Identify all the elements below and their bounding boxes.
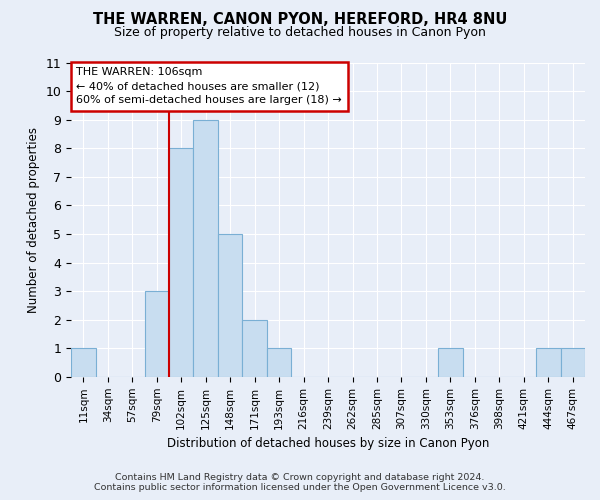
Bar [169, 148, 193, 377]
Bar [145, 291, 169, 377]
Bar [560, 348, 585, 377]
Bar [71, 348, 95, 377]
Text: Contains HM Land Registry data © Crown copyright and database right 2024.
Contai: Contains HM Land Registry data © Crown c… [94, 473, 506, 492]
Bar [267, 348, 292, 377]
Text: Size of property relative to detached houses in Canon Pyon: Size of property relative to detached ho… [114, 26, 486, 39]
Text: THE WARREN: 106sqm
← 40% of detached houses are smaller (12)
60% of semi-detache: THE WARREN: 106sqm ← 40% of detached hou… [76, 67, 342, 105]
Y-axis label: Number of detached properties: Number of detached properties [27, 126, 40, 312]
X-axis label: Distribution of detached houses by size in Canon Pyon: Distribution of detached houses by size … [167, 437, 489, 450]
Bar [438, 348, 463, 377]
Bar [536, 348, 560, 377]
Text: THE WARREN, CANON PYON, HEREFORD, HR4 8NU: THE WARREN, CANON PYON, HEREFORD, HR4 8N… [93, 12, 507, 28]
Bar [242, 320, 267, 377]
Bar [218, 234, 242, 377]
Bar [193, 120, 218, 377]
